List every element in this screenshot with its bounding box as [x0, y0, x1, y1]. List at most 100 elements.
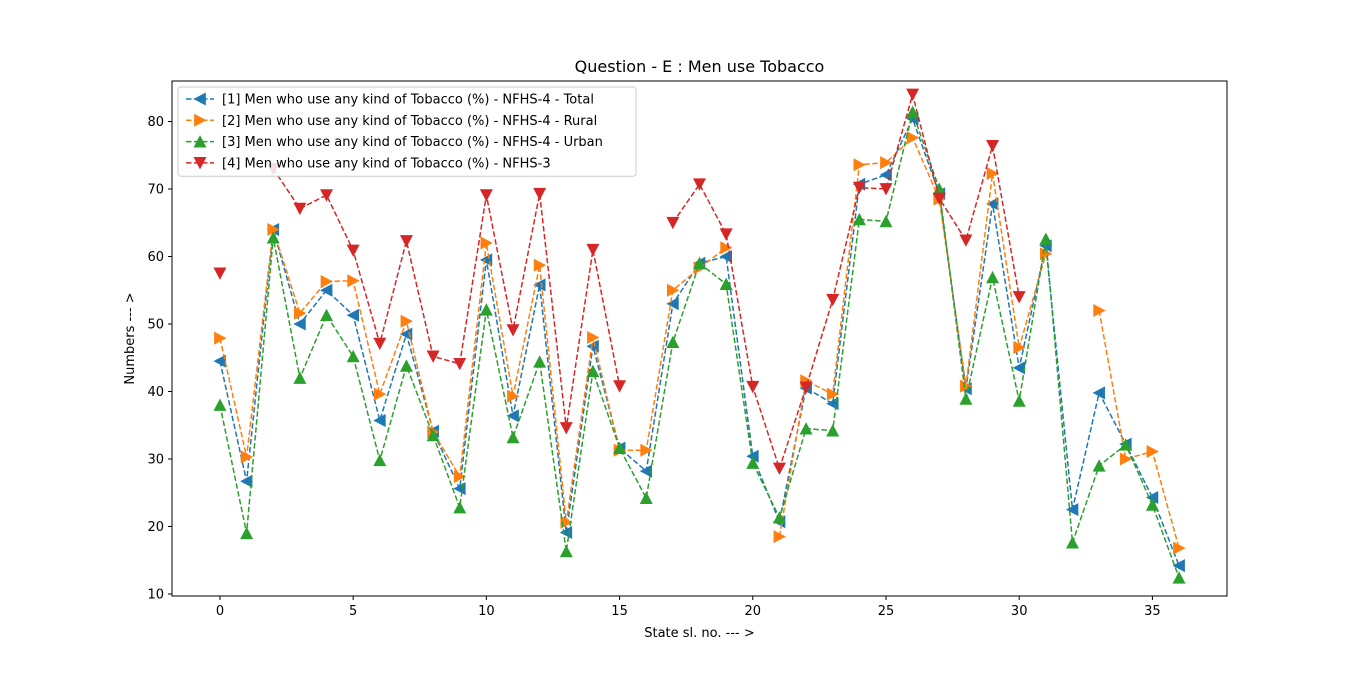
- series-1-point: [506, 409, 519, 423]
- series-3-point: [906, 105, 920, 118]
- series-3-point: [320, 308, 334, 322]
- series-3-point: [1119, 438, 1133, 451]
- series-2-point: [880, 156, 893, 170]
- series-4-point: [293, 202, 307, 216]
- series-1-point: [986, 197, 999, 211]
- series-3-point: [932, 182, 946, 195]
- series-3-point: [879, 214, 893, 228]
- series-1-point: [320, 283, 333, 297]
- series-3-point: [1145, 498, 1159, 511]
- series-3-point: [1172, 571, 1186, 584]
- series-3-point: [453, 501, 467, 514]
- series-3: [213, 105, 1186, 584]
- series-4-point: [506, 324, 520, 337]
- legend-label: [3] Men who use any kind of Tobacco (%) …: [222, 135, 603, 150]
- series-3-point: [399, 359, 413, 372]
- series-3-point: [479, 303, 493, 316]
- x-tick-label: 5: [349, 604, 357, 619]
- series-2-point: [587, 330, 600, 344]
- series-2: [214, 131, 1186, 555]
- series-2-point: [1119, 452, 1133, 466]
- series-3-point: [373, 453, 387, 467]
- series-3-point: [559, 544, 573, 558]
- series-2-point: [1173, 541, 1186, 555]
- series-3-point: [746, 456, 760, 469]
- series-2-point: [826, 387, 840, 401]
- legend-label: [4] Men who use any kind of Tobacco (%) …: [222, 156, 551, 171]
- series-1-point: [293, 317, 306, 331]
- series-2-point: [560, 515, 573, 529]
- series-4-point: [613, 380, 627, 393]
- series-3-point: [799, 422, 813, 435]
- legend-marker: [193, 135, 207, 148]
- series-2-point: [853, 158, 866, 172]
- series-4-point: [799, 381, 813, 394]
- series-3-point: [613, 441, 627, 455]
- y-tick-label: 10: [147, 587, 164, 602]
- series-2-point: [400, 314, 413, 328]
- series-2-point: [533, 258, 547, 272]
- series-4-point: [213, 267, 227, 280]
- y-tick-label: 70: [147, 182, 164, 197]
- legend-item-1: [1] Men who use any kind of Tobacco (%) …: [186, 92, 594, 108]
- x-tick-label: 0: [216, 604, 224, 619]
- series-1-point: [399, 327, 413, 341]
- series-2-point: [347, 274, 360, 288]
- series-4-point: [399, 235, 413, 248]
- series-4-point: [906, 88, 920, 101]
- series-3-point: [1065, 536, 1079, 549]
- x-tick-label: 10: [478, 604, 495, 619]
- series-3-point: [240, 526, 254, 540]
- series-2-point: [1146, 445, 1159, 459]
- y-tick-label: 60: [147, 250, 164, 265]
- plot-area-frame: [171, 80, 1228, 597]
- series-3-point: [586, 364, 600, 378]
- series-2-line: [1098, 310, 1180, 549]
- series-4-point: [373, 337, 387, 351]
- series-3-point: [1012, 394, 1026, 407]
- series-1-point: [373, 414, 386, 428]
- legend: [1] Men who use any kind of Tobacco (%) …: [177, 86, 637, 177]
- series-2-point: [773, 530, 786, 544]
- series-2-point: [667, 283, 680, 297]
- series-2-line: [219, 229, 727, 523]
- series-4-point: [426, 350, 440, 363]
- series-2-point: [214, 331, 227, 345]
- series-3-point: [293, 371, 307, 384]
- series-2-point: [906, 131, 920, 145]
- series-4-point: [346, 244, 360, 257]
- x-tick-label: 35: [1144, 604, 1161, 619]
- legend-item-2: [2] Men who use any kind of Tobacco (%) …: [186, 113, 597, 129]
- legend-box: [177, 86, 637, 177]
- series-1-point: [666, 297, 679, 311]
- series-3-point: [1092, 459, 1106, 472]
- series-2-point: [1013, 341, 1026, 355]
- series-3-point: [1039, 232, 1053, 245]
- y-axis-label: Numbers --- >: [123, 292, 138, 384]
- series-2-point: [320, 274, 334, 288]
- series-4-point: [746, 380, 760, 394]
- y-tick-label: 50: [147, 317, 164, 332]
- series-4-point: [852, 181, 866, 195]
- series-4-line: [672, 91, 1020, 471]
- legend-item-3: [3] Men who use any kind of Tobacco (%) …: [186, 135, 603, 150]
- y-tick-label: 30: [147, 452, 164, 467]
- series-1-point: [240, 474, 253, 488]
- series-1-point: [1172, 559, 1185, 573]
- series-3-point: [213, 398, 227, 411]
- series-4-point: [879, 183, 893, 196]
- x-axis-label: State sl. no. --- >: [644, 626, 755, 641]
- series-4-point: [533, 187, 547, 201]
- series-1-point: [639, 464, 653, 478]
- series-4-point: [559, 422, 573, 435]
- series-3-point: [346, 349, 360, 363]
- series-4-point: [666, 216, 680, 230]
- series-3-point: [852, 212, 866, 226]
- series-2-point: [267, 222, 280, 236]
- legend-label: [2] Men who use any kind of Tobacco (%) …: [222, 114, 597, 129]
- series-3-point: [426, 428, 440, 442]
- legend-item-4: [4] Men who use any kind of Tobacco (%) …: [186, 156, 551, 171]
- y-tick-label: 40: [147, 385, 164, 400]
- series-4-point: [959, 234, 973, 247]
